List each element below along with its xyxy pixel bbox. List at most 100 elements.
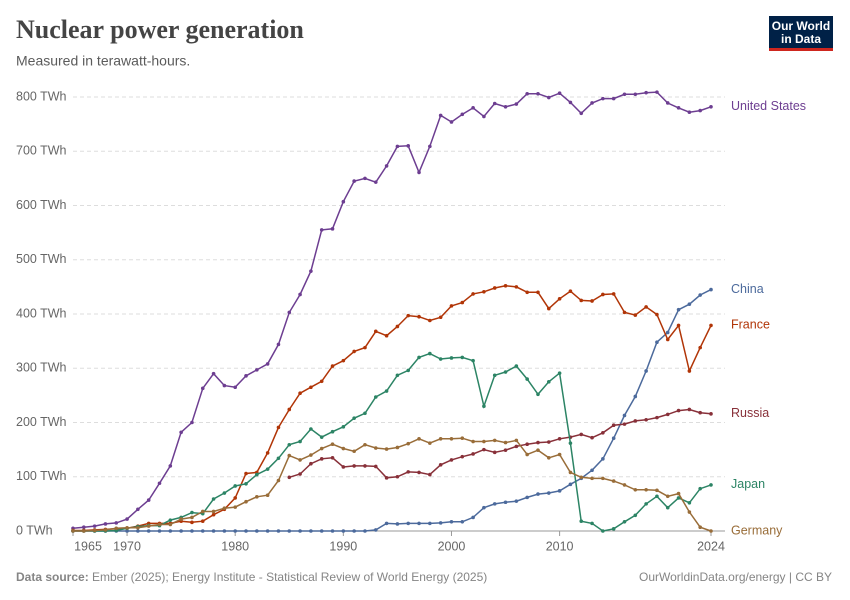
point — [698, 525, 702, 530]
point — [287, 310, 292, 315]
point — [319, 228, 324, 232]
point — [698, 108, 702, 113]
point — [352, 464, 356, 468]
point — [676, 106, 681, 110]
point — [417, 355, 421, 360]
point — [125, 525, 129, 530]
point — [665, 337, 670, 342]
point — [579, 519, 584, 524]
logo-box[interactable] — [769, 16, 833, 50]
point — [536, 440, 540, 445]
credit[interactable]: OurWorldinData.org/energy | CC BY — [639, 570, 832, 584]
point — [330, 529, 335, 533]
point — [190, 515, 194, 520]
logo[interactable]: Our World in Data — [769, 16, 833, 51]
point — [265, 451, 270, 455]
point — [265, 467, 270, 471]
point — [319, 457, 324, 461]
point — [384, 164, 389, 168]
series — [71, 90, 713, 531]
logo-text[interactable]: in Data — [781, 32, 821, 46]
point — [395, 445, 400, 450]
point — [406, 313, 411, 318]
point — [622, 310, 627, 315]
point — [655, 415, 659, 420]
point — [622, 413, 627, 418]
point — [482, 114, 486, 119]
point — [503, 448, 508, 452]
point — [211, 509, 216, 514]
point — [406, 144, 411, 148]
y-tick-label: 200 TWh — [16, 415, 67, 429]
point — [633, 92, 638, 97]
series — [287, 407, 713, 480]
point — [352, 179, 356, 183]
point — [492, 101, 497, 106]
point — [503, 500, 508, 505]
point — [352, 416, 356, 420]
point — [276, 342, 281, 347]
point — [265, 493, 270, 497]
point — [265, 362, 270, 366]
point — [611, 423, 616, 428]
point — [568, 441, 573, 445]
point — [622, 483, 627, 487]
point — [633, 487, 638, 492]
point — [114, 526, 119, 531]
series-label: United States — [731, 99, 806, 113]
point — [514, 285, 519, 289]
point — [363, 345, 367, 350]
point — [125, 529, 129, 533]
point — [384, 333, 389, 338]
point — [665, 412, 670, 417]
point — [384, 476, 389, 480]
point — [309, 453, 313, 457]
point — [471, 452, 475, 456]
point — [687, 110, 692, 114]
point — [601, 457, 605, 461]
point — [622, 92, 627, 97]
x-tick-label: 1970 — [113, 539, 141, 553]
point — [428, 521, 432, 526]
point — [514, 438, 519, 443]
point — [298, 529, 302, 533]
point — [557, 436, 562, 441]
point — [363, 176, 367, 181]
point — [525, 495, 529, 500]
point — [233, 505, 238, 509]
point — [330, 364, 335, 368]
point — [644, 369, 648, 373]
point — [287, 407, 292, 412]
point — [514, 364, 519, 368]
point — [395, 522, 400, 526]
point — [525, 377, 529, 381]
point — [233, 385, 238, 390]
series-label: Germany — [731, 523, 783, 537]
series — [71, 351, 713, 533]
point — [687, 510, 692, 514]
point — [384, 447, 389, 451]
logo-stripe — [769, 48, 833, 51]
series-label: Japan — [731, 477, 765, 491]
point — [287, 475, 292, 480]
point — [428, 472, 432, 477]
point — [698, 410, 702, 415]
point — [525, 290, 529, 295]
point — [438, 463, 443, 467]
point — [471, 358, 475, 363]
point — [449, 120, 454, 124]
point — [200, 529, 205, 533]
point — [525, 91, 529, 96]
point — [309, 461, 313, 466]
point — [611, 436, 616, 441]
point — [168, 464, 173, 468]
point — [146, 524, 151, 528]
point — [265, 529, 270, 533]
point — [601, 529, 605, 533]
point — [611, 96, 616, 101]
point — [698, 293, 702, 297]
logo-text[interactable]: Our World — [772, 19, 830, 33]
series — [71, 436, 713, 533]
y-tick-label: 600 TWh — [16, 198, 67, 212]
point — [460, 300, 465, 305]
